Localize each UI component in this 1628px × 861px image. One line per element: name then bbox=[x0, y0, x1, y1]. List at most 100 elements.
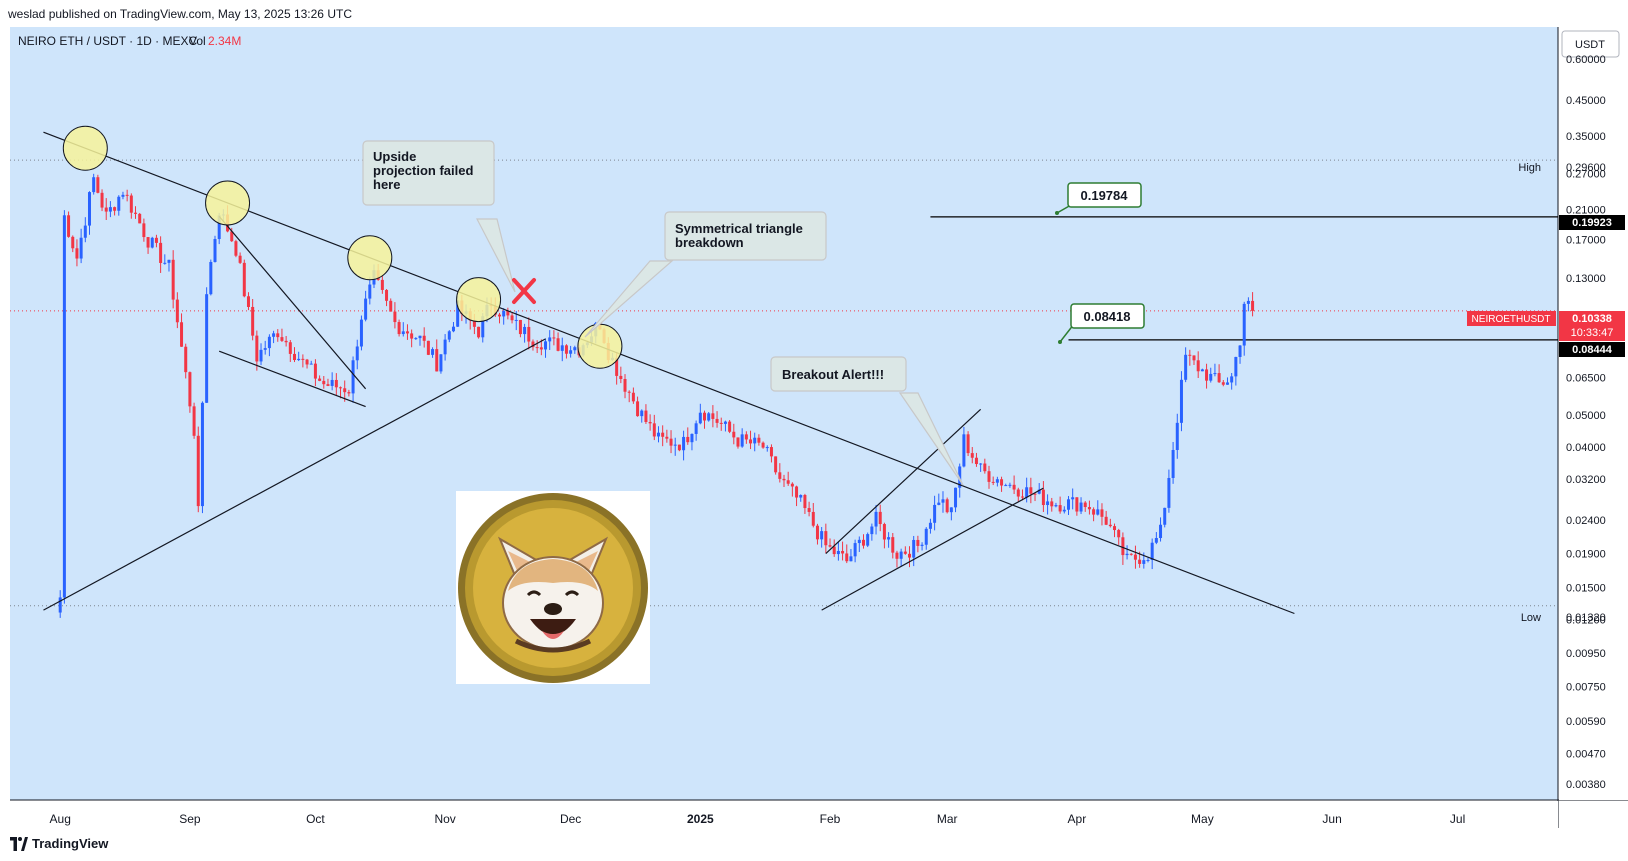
candle-body bbox=[288, 342, 292, 354]
candle-body bbox=[799, 495, 803, 498]
candle-body bbox=[782, 478, 786, 481]
candle-body bbox=[832, 546, 836, 555]
candle-body bbox=[125, 194, 129, 196]
candle-body bbox=[196, 435, 200, 507]
candle-body bbox=[276, 333, 280, 338]
candle-body bbox=[175, 299, 179, 323]
callout-breakout-alert[interactable]: Breakout Alert!!! bbox=[770, 356, 964, 486]
candle-body bbox=[1041, 489, 1045, 506]
price-tick-label: 0.35000 bbox=[1566, 131, 1606, 143]
candle-body bbox=[259, 349, 263, 362]
candle-body bbox=[343, 388, 347, 393]
candle-body bbox=[1163, 507, 1167, 525]
trendline-channel-lower[interactable] bbox=[821, 487, 1044, 611]
neiro-dog-coin-icon bbox=[456, 491, 650, 684]
candle-body bbox=[163, 262, 167, 264]
symbol-legend[interactable]: NEIRO ETH / USDT · 1D · MEXC bbox=[18, 34, 197, 48]
candle-body bbox=[1171, 449, 1175, 478]
candle-body bbox=[87, 192, 91, 226]
candle-body bbox=[351, 360, 355, 394]
candle-body bbox=[732, 431, 736, 438]
support-price-tag bbox=[1559, 342, 1625, 357]
time-tick-label: Oct bbox=[306, 812, 325, 826]
trendline-wedge-upper[interactable] bbox=[218, 215, 367, 390]
candle-body bbox=[849, 556, 853, 562]
price-tick-label: 0.01200 bbox=[1566, 614, 1606, 626]
candle-body bbox=[272, 333, 276, 337]
price-axis-area[interactable] bbox=[1559, 27, 1628, 800]
candle-body bbox=[945, 499, 949, 513]
candle-body bbox=[1121, 537, 1125, 556]
callout-upside-failed[interactable]: Upside projection failed here bbox=[362, 140, 516, 293]
candle-body bbox=[757, 437, 761, 443]
callout-symmetrical-breakdown[interactable]: Symmetrical triangle breakdown bbox=[584, 211, 827, 338]
candle-body bbox=[1238, 345, 1242, 357]
candle-body bbox=[184, 346, 188, 373]
candle-body bbox=[652, 423, 656, 437]
trendline-upper-descending[interactable] bbox=[43, 131, 1295, 615]
candle-body bbox=[924, 528, 928, 545]
time-tick-label: Mar bbox=[937, 812, 958, 826]
price-tick-label: 0.00750 bbox=[1566, 682, 1606, 694]
tradingview-logo-icon bbox=[10, 836, 28, 851]
footer-brand[interactable]: TradingView bbox=[10, 836, 108, 851]
candle-body bbox=[627, 391, 631, 393]
candle-body bbox=[723, 421, 727, 424]
candle-body bbox=[824, 531, 828, 546]
candle-body bbox=[234, 241, 238, 256]
candle-body bbox=[698, 412, 702, 424]
candle-body bbox=[414, 338, 418, 340]
candle-body bbox=[146, 237, 150, 248]
candle-body bbox=[167, 259, 171, 263]
target-label-upper[interactable]: 0.19784 bbox=[1055, 182, 1142, 215]
currency-button[interactable] bbox=[1561, 30, 1620, 58]
candle-body bbox=[301, 358, 305, 360]
candle-body bbox=[79, 237, 83, 259]
price-tick-label: 0.45000 bbox=[1566, 95, 1606, 107]
candle-body bbox=[129, 195, 133, 213]
candle-body bbox=[1200, 369, 1204, 372]
candle-body bbox=[644, 410, 648, 422]
candle-body bbox=[1058, 505, 1062, 512]
candle-body bbox=[435, 349, 439, 372]
candle-body bbox=[1020, 496, 1024, 498]
time-tick-label: Dec bbox=[560, 812, 581, 826]
candle-body bbox=[954, 487, 958, 508]
candle-body bbox=[636, 401, 640, 417]
trendline-channel-upper[interactable] bbox=[825, 408, 982, 554]
candle-body bbox=[719, 422, 723, 424]
time-axis-area[interactable] bbox=[10, 801, 1558, 828]
candle-body bbox=[979, 463, 983, 465]
candle-body bbox=[1096, 509, 1100, 515]
plot-background[interactable] bbox=[10, 27, 1558, 800]
candle-body bbox=[749, 439, 753, 444]
candle-body bbox=[246, 296, 250, 307]
trendline-lower-ascending[interactable] bbox=[43, 338, 546, 611]
candle-body bbox=[1062, 509, 1066, 512]
candle-body bbox=[874, 511, 878, 527]
candle-body bbox=[418, 335, 422, 339]
candle-body bbox=[912, 539, 916, 558]
candle-body bbox=[669, 438, 673, 446]
high-label: High bbox=[1518, 162, 1541, 174]
candle-body bbox=[535, 347, 539, 349]
candle-body bbox=[297, 358, 301, 361]
candle-body bbox=[431, 349, 435, 355]
candle-body bbox=[640, 410, 644, 417]
countdown-text: 10:33:47 bbox=[1571, 327, 1614, 339]
candle-body bbox=[75, 248, 79, 259]
trendline-wedge-lower[interactable] bbox=[218, 350, 366, 408]
candle-body bbox=[1054, 505, 1058, 507]
time-tick-label: Feb bbox=[820, 812, 841, 826]
price-tick-label: 0.00380 bbox=[1566, 779, 1606, 791]
candle-body bbox=[104, 207, 108, 212]
candle-body bbox=[1075, 497, 1079, 512]
time-tick-label: Sep bbox=[179, 812, 201, 826]
callout-upside-failed-line1: Upside bbox=[373, 149, 416, 164]
candle-body bbox=[1221, 382, 1225, 385]
symbol-tag-text: NEIROETHUSDT bbox=[1472, 314, 1551, 325]
currency-label: USDT bbox=[1575, 39, 1605, 51]
target-label-lower[interactable]: 0.08418 bbox=[1058, 303, 1145, 344]
candle-body bbox=[368, 284, 372, 299]
